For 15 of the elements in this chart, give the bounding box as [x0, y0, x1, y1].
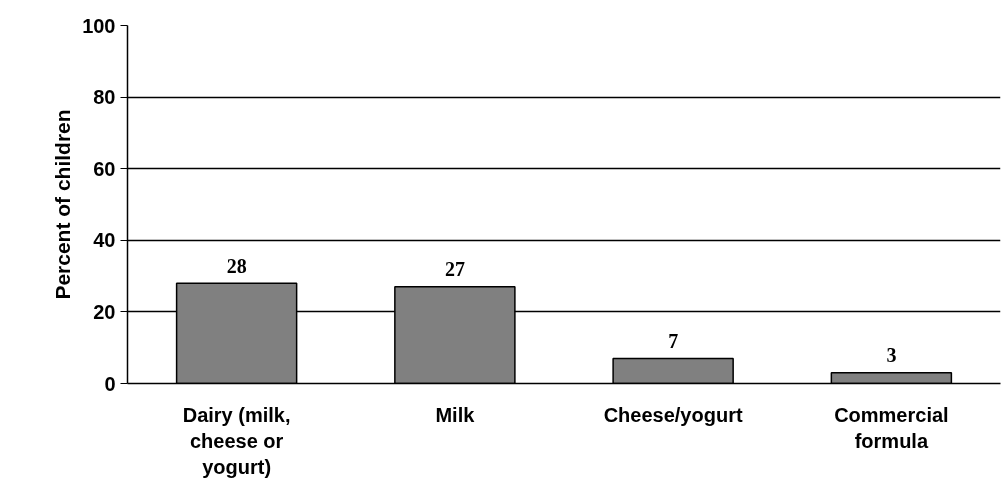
y-axis-title: Percent of children: [51, 109, 75, 300]
y-tick-label: 0: [104, 372, 116, 395]
y-tick-label: 40: [93, 229, 116, 252]
x-tick-label: Dairy (milk, cheese or yogurt): [182, 403, 291, 479]
y-tick-label: 100: [82, 14, 116, 37]
x-tick-label: Cheese/yogurt: [603, 403, 743, 426]
y-tick-label: 60: [93, 157, 116, 180]
data-label: 27: [444, 258, 465, 281]
x-tick-label: Milk: [435, 403, 476, 426]
y-tick-label: 80: [93, 86, 116, 109]
data-label: 3: [886, 344, 897, 367]
x-tick-label: Commercial formula: [834, 403, 949, 452]
data-label: 7: [668, 329, 679, 352]
data-label: 28: [226, 254, 247, 277]
y-tick-label: 20: [93, 300, 116, 323]
